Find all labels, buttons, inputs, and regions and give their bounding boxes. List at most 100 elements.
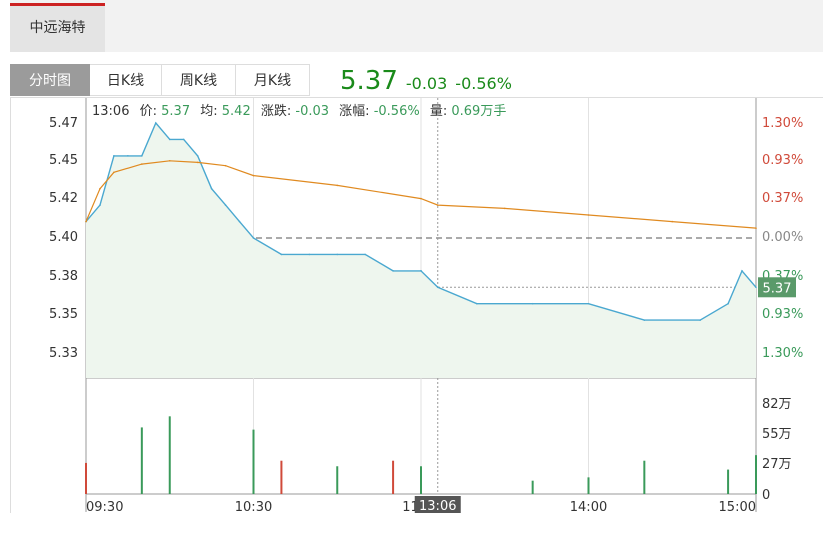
info-volume-label: 量: bbox=[430, 104, 447, 119]
average-point bbox=[252, 174, 255, 177]
info-bar: 13:06 价: 5.37 均: 5.42 涨跌: -0.03 涨幅: -0.5… bbox=[92, 103, 506, 119]
chart-frame bbox=[10, 97, 823, 513]
pct-tick-label: 0.93% bbox=[762, 307, 803, 322]
pct-tick-label: 0.93% bbox=[762, 153, 803, 168]
crosshair-time-tag bbox=[414, 496, 461, 513]
price-point bbox=[727, 302, 729, 305]
price-point bbox=[99, 204, 101, 206]
price-area bbox=[86, 123, 756, 378]
price-point bbox=[168, 138, 171, 141]
volume-bar bbox=[531, 480, 534, 494]
info-volume: 0.69万手 bbox=[451, 104, 506, 119]
price-point bbox=[238, 220, 241, 223]
volume-bar bbox=[643, 460, 646, 494]
average-point bbox=[85, 220, 87, 223]
info-avg-label: 均: bbox=[200, 104, 217, 119]
info-price-label: 价: bbox=[140, 104, 157, 119]
price-tick-label: 5.33 bbox=[49, 346, 78, 361]
price-point bbox=[643, 319, 646, 321]
price-point bbox=[436, 286, 439, 289]
x-tick-label: 10:30 bbox=[235, 500, 272, 515]
info-change: -0.03 bbox=[295, 104, 329, 119]
average-point bbox=[755, 227, 757, 229]
average-point bbox=[224, 164, 227, 167]
tab-daily-k[interactable]: 日K线 bbox=[90, 64, 162, 96]
current-price-tag-label: 5.37 bbox=[763, 281, 792, 296]
tab-weekly-k[interactable]: 周K线 bbox=[162, 64, 236, 96]
price-tick-label: 5.38 bbox=[49, 269, 78, 284]
price-point bbox=[210, 187, 213, 190]
price-line bbox=[85, 121, 757, 321]
price-tick-label: 5.40 bbox=[49, 230, 78, 245]
price-point bbox=[587, 302, 590, 305]
current-price-tag bbox=[758, 277, 796, 298]
price-point bbox=[252, 237, 255, 239]
crosshair-time-label: 13:06 bbox=[419, 499, 456, 514]
volume-bar bbox=[168, 416, 171, 494]
info-price: 5.37 bbox=[161, 104, 190, 119]
quote-change: -0.03 bbox=[405, 74, 448, 93]
average-point bbox=[503, 207, 506, 210]
average-point bbox=[99, 187, 101, 190]
price-tick-label: 5.42 bbox=[49, 191, 78, 206]
tab-monthly-k[interactable]: 月K线 bbox=[236, 64, 310, 96]
price-point bbox=[420, 270, 422, 272]
price-point bbox=[182, 138, 185, 141]
price-point bbox=[364, 253, 366, 256]
info-pct: -0.56% bbox=[374, 104, 420, 119]
price-tick-label: 5.45 bbox=[49, 153, 78, 168]
price-point bbox=[476, 302, 478, 305]
volume-bar bbox=[140, 427, 143, 494]
price-point bbox=[392, 270, 394, 272]
price-point bbox=[113, 155, 115, 157]
volume-bar bbox=[587, 477, 590, 494]
volume-bar bbox=[252, 429, 255, 494]
average-point bbox=[587, 214, 590, 216]
volume-tick-label: 0 bbox=[762, 488, 770, 503]
chart-type-tabs: 分时图 日K线 周K线 月K线 bbox=[10, 64, 310, 96]
price-point bbox=[196, 155, 199, 157]
average-point bbox=[420, 197, 422, 200]
price-point bbox=[755, 286, 757, 289]
average-point bbox=[168, 159, 171, 162]
info-pct-label: 涨幅: bbox=[339, 104, 369, 119]
info-avg: 5.42 bbox=[222, 104, 251, 119]
price-tick-label: 5.47 bbox=[49, 116, 78, 131]
quote-summary: 5.37 -0.03 -0.56% bbox=[340, 66, 512, 96]
volume-bar bbox=[392, 460, 395, 494]
volume-bar bbox=[755, 455, 757, 494]
tab-intraday[interactable]: 分时图 bbox=[10, 64, 90, 96]
price-point bbox=[127, 155, 129, 157]
stock-tab-bar: 中远海特 bbox=[10, 0, 823, 52]
pct-tick-label: 1.30% bbox=[762, 346, 803, 361]
average-point bbox=[671, 220, 674, 223]
volume-bar bbox=[727, 469, 730, 494]
x-tick-label: 14:00 bbox=[570, 500, 607, 515]
volume-bar bbox=[280, 460, 283, 494]
average-point bbox=[336, 184, 339, 187]
x-tick-label: 09:30 bbox=[86, 500, 123, 515]
price-tick-label: 5.35 bbox=[49, 307, 78, 322]
stock-name-tab[interactable]: 中远海特 bbox=[10, 3, 105, 52]
average-point bbox=[196, 161, 199, 164]
quote-price: 5.37 bbox=[340, 66, 398, 96]
quote-change-pct: -0.56% bbox=[455, 74, 512, 93]
x-tick-label: 15:00 bbox=[719, 500, 756, 515]
price-point bbox=[308, 253, 311, 256]
price-point bbox=[224, 204, 227, 206]
price-point bbox=[141, 155, 143, 157]
info-time: 13:06 bbox=[92, 104, 129, 119]
price-point bbox=[154, 122, 157, 124]
volume-tick-label: 82万 bbox=[762, 397, 792, 412]
price-point bbox=[531, 302, 534, 305]
volume-tick-label: 55万 bbox=[762, 427, 792, 442]
volume-bar bbox=[336, 466, 339, 494]
pct-tick-label: 1.30% bbox=[762, 116, 803, 131]
average-point bbox=[113, 171, 115, 174]
volume-tick-label: 27万 bbox=[762, 457, 792, 472]
pct-tick-label: 0.00% bbox=[762, 230, 803, 245]
average-point bbox=[436, 204, 439, 206]
average-point bbox=[141, 163, 143, 165]
pct-tick-label: 0.37% bbox=[762, 191, 803, 206]
